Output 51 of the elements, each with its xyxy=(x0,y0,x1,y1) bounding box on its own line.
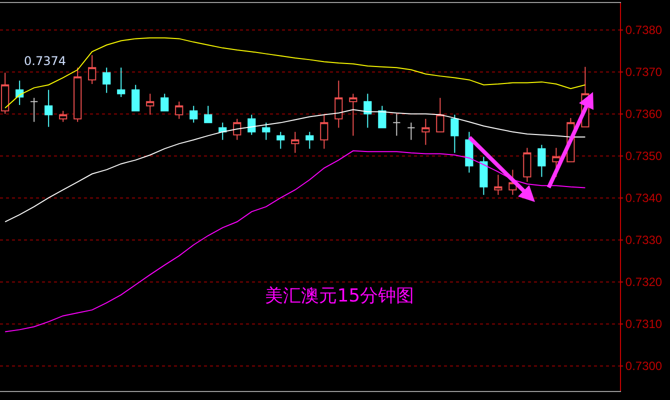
text: 美汇澳元15分钟图 xyxy=(265,286,414,306)
candlestick xyxy=(30,97,38,122)
candlestick xyxy=(204,105,212,124)
candlestick xyxy=(1,72,10,114)
y-tick-label: 0.7370 xyxy=(625,65,662,80)
line-series xyxy=(4,150,586,332)
candlestick xyxy=(392,113,401,136)
candlestick xyxy=(190,105,198,124)
candlestick xyxy=(291,131,300,154)
candlestick xyxy=(132,84,140,112)
candlestick xyxy=(436,97,444,132)
candlestick xyxy=(494,174,502,196)
annotation: 0.7374 xyxy=(24,54,66,68)
candlestick xyxy=(465,131,474,174)
candlestick xyxy=(59,110,68,122)
candlestick xyxy=(320,114,328,150)
line-series xyxy=(4,37,586,108)
candlestick xyxy=(450,114,459,154)
candlestick xyxy=(334,80,343,128)
candlestick xyxy=(160,93,169,112)
y-tick-label: 0.7330 xyxy=(625,233,662,248)
y-tick-label: 0.7360 xyxy=(625,107,662,122)
y-tick-label: 0.7340 xyxy=(625,191,662,206)
candlestick xyxy=(16,80,24,106)
y-tick-label: 0.7300 xyxy=(625,359,662,374)
candlestick xyxy=(88,54,96,85)
y-tick-label: 0.7350 xyxy=(625,149,662,164)
candlestick xyxy=(422,118,430,146)
candlestick xyxy=(349,93,358,136)
candlestick xyxy=(218,122,227,140)
candlestick xyxy=(146,93,154,116)
candlestick xyxy=(248,114,256,136)
candlestick xyxy=(276,131,285,150)
candlestick xyxy=(378,105,386,128)
candlestick xyxy=(74,67,82,122)
candlestick xyxy=(102,67,111,94)
candlestick xyxy=(44,89,53,128)
y-tick-label: 0.7310 xyxy=(625,317,662,332)
candlestick xyxy=(117,67,126,98)
y-tick-label: 0.7380 xyxy=(625,23,662,38)
candlestick xyxy=(538,144,546,178)
candlestick xyxy=(407,122,416,140)
candlestick xyxy=(262,122,270,140)
candlestick xyxy=(306,131,314,150)
candlestick xyxy=(523,147,532,182)
candlestick xyxy=(175,101,184,120)
candlestick xyxy=(364,93,372,128)
line-series xyxy=(4,109,586,222)
candlestick xyxy=(480,156,488,196)
candlestick xyxy=(233,118,242,140)
y-tick-label: 0.7320 xyxy=(625,275,662,290)
